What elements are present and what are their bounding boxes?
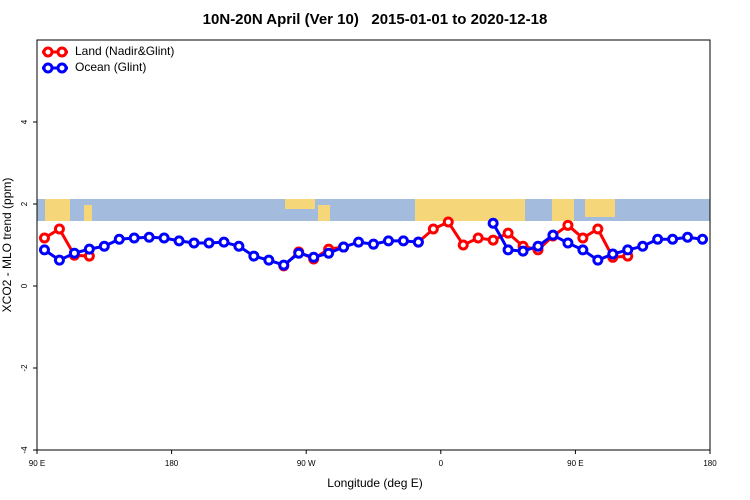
map-land [318,205,330,221]
data-point [577,232,589,244]
data-point [622,244,634,256]
data-point [173,235,185,247]
data-point [592,223,604,235]
data-point [502,244,514,256]
data-point [472,232,484,244]
plot-frame [36,39,711,451]
data-point [278,259,290,271]
data-point [218,236,230,248]
data-point [577,244,589,256]
data-point [293,247,305,259]
data-point [338,241,350,253]
data-point [487,234,499,246]
data-point [113,233,125,245]
data-point [427,223,439,235]
data-point [308,251,320,263]
data-point [98,240,110,252]
data-point [412,236,424,248]
data-point [592,254,604,266]
data-point [68,247,80,259]
legend-marker [42,62,54,74]
data-point [353,236,365,248]
legend-label: Land (Nadir&Glint) [75,44,174,58]
y-tick-label: 2 [20,201,29,206]
data-point [38,244,50,256]
data-point [397,235,409,247]
x-tick-label: 0 [439,459,444,468]
data-point [83,243,95,255]
y-tick-label: -4 [20,446,29,454]
data-point [323,247,335,259]
data-point [128,232,140,244]
data-point [547,229,559,241]
x-tick-label: 90 W [297,459,316,468]
map-strip [37,199,710,221]
data-point [442,216,454,228]
data-point [502,227,514,239]
chart-title: 10N-20N April (Ver 10) 2015-01-01 to 202… [203,11,548,28]
x-tick-label: 180 [165,459,179,468]
data-point [38,232,50,244]
data-point [382,235,394,247]
data-point [562,237,574,249]
legend-marker [56,62,68,74]
map-ocean [37,199,710,221]
map-land [415,199,525,221]
x-tick-label: 90 E [29,459,45,468]
data-point [562,219,574,231]
legend-label: Ocean (Glint) [75,60,146,74]
data-point [53,254,65,266]
x-axis-label: Longitude (deg E) [327,476,422,490]
data-point [487,217,499,229]
legend: Land (Nadir&Glint) Ocean (Glint) [42,44,174,74]
data-point [652,233,664,245]
data-point [682,231,694,243]
x-tick-label: 180 [703,459,717,468]
y-tick-label: 4 [20,119,29,124]
y-axis-label: XCO2 - MLO trend (ppm) [0,178,14,313]
legend-marker [42,46,54,58]
data-point [532,240,544,252]
data-point [368,238,379,250]
y-tick-label: -2 [20,364,29,372]
legend-marker [56,46,68,58]
data-point [637,240,649,252]
data-point [233,240,245,252]
data-point [203,237,215,249]
map-land [285,199,315,209]
data-point [263,254,275,266]
data-point [158,232,170,244]
data-point [53,223,65,235]
data-point [143,231,155,243]
y-tick-label: 0 [20,283,29,288]
x-tick-label: 90 E [567,459,583,468]
data-point [188,237,200,249]
map-land [585,199,615,217]
data-point [697,233,709,245]
data-point [457,239,469,251]
map-land [552,199,574,221]
map-land [84,205,92,221]
map-land [45,199,70,221]
data-point [517,245,529,257]
data-point [607,248,619,260]
data-point [667,233,679,245]
data-point [248,250,260,262]
